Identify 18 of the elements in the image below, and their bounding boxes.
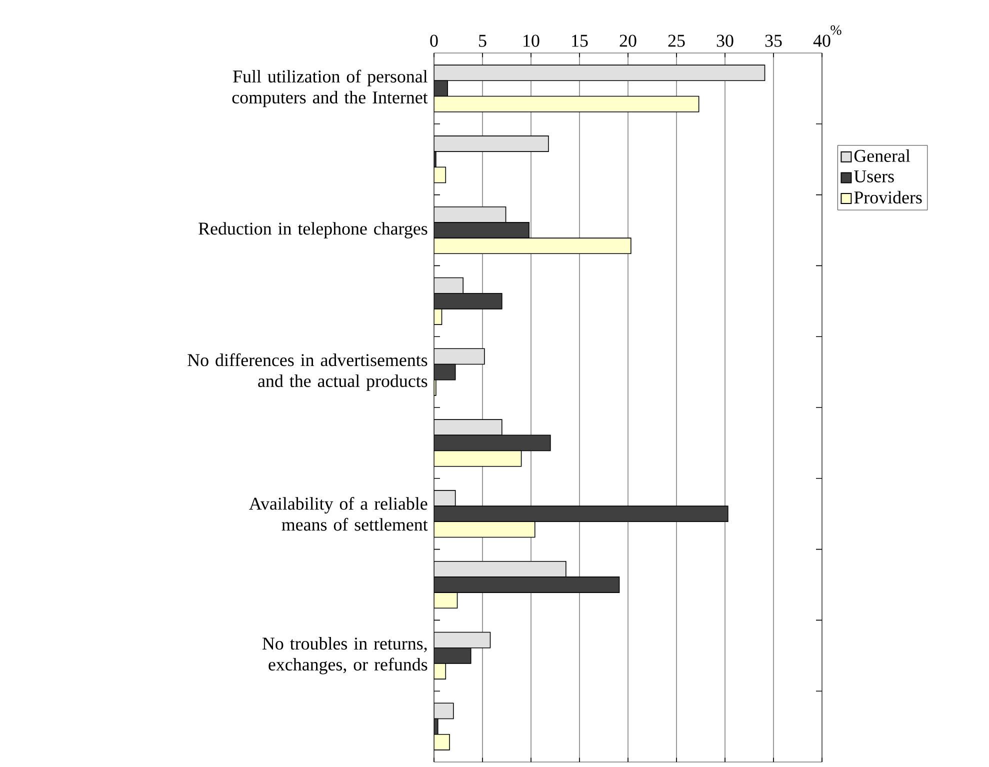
legend-label: General xyxy=(854,149,910,162)
x-tick-label: 20 xyxy=(620,34,636,47)
legend-label: Users xyxy=(854,170,894,182)
x-tick-label: 5 xyxy=(479,34,486,47)
x-tick-label: 0 xyxy=(430,34,438,47)
x-tick-label: 15 xyxy=(572,34,588,47)
y-tick-label: No differences in advertisements and the actual products xyxy=(188,353,428,391)
x-tick-label: 25 xyxy=(668,34,685,47)
y-tick-label: Reduction in telephone charges xyxy=(198,222,428,238)
y-tick-label: No troubles in returns, exchanges, or refunds xyxy=(262,637,428,674)
x-tick-label: 35 xyxy=(765,34,782,47)
x-axis-title: % xyxy=(830,25,842,35)
x-tick-label: 40 xyxy=(813,34,830,47)
x-tick-label: 30 xyxy=(716,34,734,47)
y-tick-label: Full utilization of personal computers and the Internet xyxy=(232,70,428,108)
legend-label: Providers xyxy=(854,190,922,204)
x-tick-label: 10 xyxy=(524,34,540,47)
y-tick-label: Availability of a reliable means of settlement xyxy=(249,496,428,531)
